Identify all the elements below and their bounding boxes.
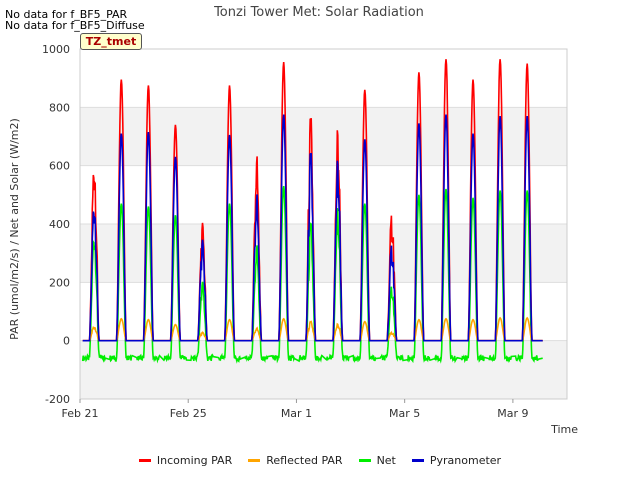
legend-label: Net xyxy=(376,454,396,467)
y-tick-label: 800 xyxy=(49,101,70,114)
legend-swatch xyxy=(358,459,371,462)
x-tick-label: Feb 21 xyxy=(62,407,99,420)
legend-item-net: Net xyxy=(358,454,396,467)
plot-band xyxy=(80,340,567,399)
no-data-note: No data for f_BF5_PAR xyxy=(5,8,128,21)
plot-band xyxy=(80,107,567,166)
series-line-pyranometer xyxy=(82,114,543,342)
x-tick-label: Feb 25 xyxy=(170,407,207,420)
y-axis-label: PAR (umol/m2/s) / Net and Solar (W/m2) xyxy=(8,118,21,340)
y-tick-label: 200 xyxy=(49,276,70,289)
plot-band xyxy=(80,224,567,283)
legend-swatch xyxy=(411,459,424,462)
chart-title: Tonzi Tower Met: Solar Radiation xyxy=(213,5,424,20)
legend-swatch xyxy=(248,459,261,462)
series-line-net xyxy=(81,185,543,364)
legend-label: Pyranometer xyxy=(429,454,502,467)
legend-item-pyranometer: Pyranometer xyxy=(411,454,502,467)
x-ticks: Feb 21 Feb 25 Mar 1 Mar 5 Mar 9 xyxy=(62,399,529,420)
x-axis-label: Time xyxy=(550,423,578,436)
plot-frame xyxy=(79,48,568,400)
legend-item-reflected-par: Reflected PAR xyxy=(248,454,343,467)
x-tick-label: Mar 5 xyxy=(389,407,420,420)
x-tick-label: Mar 9 xyxy=(497,407,528,420)
y-tick-label: 400 xyxy=(49,218,70,231)
plot-bands xyxy=(80,107,567,399)
legend-label: Incoming PAR xyxy=(156,454,233,467)
legend-label: Reflected PAR xyxy=(266,454,343,467)
y-tick-label: -200 xyxy=(45,393,70,406)
data-lines xyxy=(81,59,543,364)
x-tick-label: Mar 1 xyxy=(281,407,312,420)
y-tick-label: 600 xyxy=(49,160,70,173)
legend: Incoming PAR Reflected PAR Net Pyranomet… xyxy=(0,454,640,467)
legend-swatch xyxy=(138,459,151,462)
y-tick-label: 1000 xyxy=(42,43,70,56)
y-tick-label: 0 xyxy=(63,335,70,348)
legend-item-incoming-par: Incoming PAR xyxy=(138,454,233,467)
site-badge: TZ_tmet xyxy=(80,33,142,50)
no-data-note: No data for f_BF5_Diffuse xyxy=(5,19,145,32)
y-ticks: -200 0 200 400 600 800 1000 xyxy=(42,43,70,406)
